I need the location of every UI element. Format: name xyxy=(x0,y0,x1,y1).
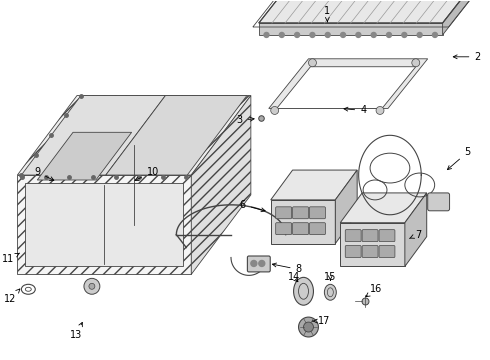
Ellipse shape xyxy=(324,284,336,300)
Circle shape xyxy=(356,32,361,37)
Circle shape xyxy=(303,322,314,332)
Circle shape xyxy=(433,32,438,37)
FancyBboxPatch shape xyxy=(247,256,270,272)
Text: 8: 8 xyxy=(272,263,302,274)
Circle shape xyxy=(417,32,422,37)
Circle shape xyxy=(271,107,279,114)
Circle shape xyxy=(251,261,257,266)
Text: 15: 15 xyxy=(324,273,337,282)
FancyBboxPatch shape xyxy=(379,230,395,242)
FancyBboxPatch shape xyxy=(276,207,292,219)
FancyBboxPatch shape xyxy=(345,230,361,242)
Polygon shape xyxy=(17,95,251,175)
Text: 6: 6 xyxy=(240,200,265,212)
Circle shape xyxy=(402,32,407,37)
Text: 9: 9 xyxy=(34,167,54,180)
Circle shape xyxy=(376,107,384,114)
Polygon shape xyxy=(17,175,191,274)
Text: 14: 14 xyxy=(288,273,300,282)
Ellipse shape xyxy=(294,277,314,305)
Polygon shape xyxy=(259,0,490,23)
Circle shape xyxy=(412,59,420,67)
FancyBboxPatch shape xyxy=(362,246,378,257)
Polygon shape xyxy=(271,170,357,200)
Circle shape xyxy=(325,32,330,37)
Polygon shape xyxy=(259,23,442,35)
Text: 3: 3 xyxy=(237,116,254,125)
Text: 4: 4 xyxy=(344,105,366,116)
Polygon shape xyxy=(191,95,251,274)
Circle shape xyxy=(84,278,100,294)
Polygon shape xyxy=(269,59,428,108)
Text: 7: 7 xyxy=(410,230,421,240)
Polygon shape xyxy=(106,95,247,175)
FancyBboxPatch shape xyxy=(428,193,449,211)
Circle shape xyxy=(89,283,95,289)
FancyBboxPatch shape xyxy=(293,223,309,235)
Polygon shape xyxy=(340,223,405,266)
Circle shape xyxy=(387,32,392,37)
Circle shape xyxy=(371,32,376,37)
Polygon shape xyxy=(405,193,427,266)
Text: 11: 11 xyxy=(2,253,20,265)
Text: 10: 10 xyxy=(135,167,159,180)
Text: 13: 13 xyxy=(70,323,82,340)
Circle shape xyxy=(341,32,345,37)
FancyBboxPatch shape xyxy=(379,246,395,257)
Circle shape xyxy=(259,261,265,266)
Circle shape xyxy=(294,32,299,37)
FancyBboxPatch shape xyxy=(362,230,378,242)
Polygon shape xyxy=(277,67,416,108)
Polygon shape xyxy=(22,95,166,175)
Polygon shape xyxy=(37,132,132,180)
FancyBboxPatch shape xyxy=(345,246,361,257)
FancyBboxPatch shape xyxy=(276,223,292,235)
Polygon shape xyxy=(340,193,427,223)
Text: 1: 1 xyxy=(324,6,330,22)
Polygon shape xyxy=(442,0,490,35)
Circle shape xyxy=(298,317,318,337)
Circle shape xyxy=(264,32,269,37)
FancyBboxPatch shape xyxy=(293,207,309,219)
Polygon shape xyxy=(271,200,335,244)
Text: 12: 12 xyxy=(4,289,20,304)
Polygon shape xyxy=(335,170,357,244)
Text: 2: 2 xyxy=(453,52,481,62)
Circle shape xyxy=(310,32,315,37)
FancyBboxPatch shape xyxy=(310,223,325,235)
Polygon shape xyxy=(25,183,183,266)
Circle shape xyxy=(279,32,284,37)
Circle shape xyxy=(309,59,317,67)
Text: 16: 16 xyxy=(366,284,382,297)
FancyBboxPatch shape xyxy=(310,207,325,219)
Text: 5: 5 xyxy=(447,147,471,170)
Text: 17: 17 xyxy=(313,316,331,326)
